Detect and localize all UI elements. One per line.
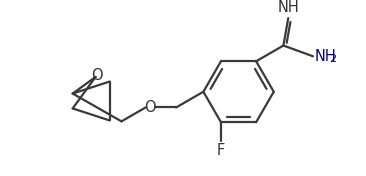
Text: 2: 2 xyxy=(330,54,337,64)
Text: NH: NH xyxy=(315,49,337,64)
Text: O: O xyxy=(92,68,103,83)
Text: O: O xyxy=(144,100,156,115)
Text: F: F xyxy=(217,143,225,158)
Text: NH: NH xyxy=(277,0,299,15)
